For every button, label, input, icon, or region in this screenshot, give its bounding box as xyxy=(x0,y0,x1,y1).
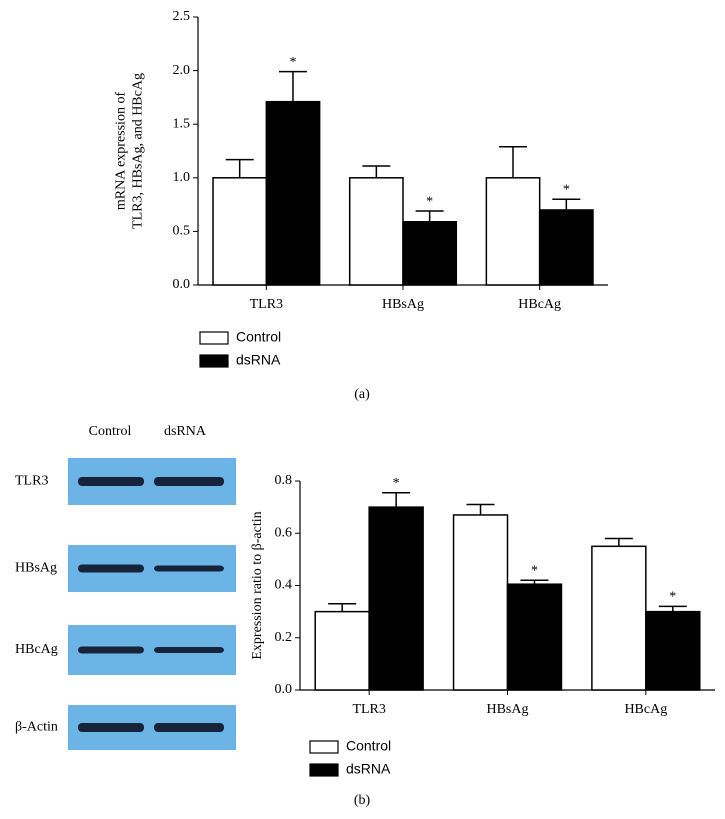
bar xyxy=(348,177,404,286)
significance-mark: * xyxy=(563,182,570,197)
blot-band xyxy=(78,723,144,732)
x-tick-label: TLR3 xyxy=(250,297,283,312)
blot-column-label: Control xyxy=(89,424,132,439)
y-tick-label: 2.5 xyxy=(173,9,191,24)
bar xyxy=(314,610,370,691)
legend-swatch xyxy=(309,740,339,754)
significance-mark: * xyxy=(426,194,433,209)
x-tick-label: HBsAg xyxy=(486,702,528,717)
y-tick-label: 1.5 xyxy=(173,116,191,131)
bar xyxy=(212,177,268,286)
x-tick-label: HBcAg xyxy=(518,297,561,312)
blot-band xyxy=(78,564,144,573)
blot-band xyxy=(78,477,144,486)
y-tick-label: 0.4 xyxy=(275,578,293,593)
significance-mark: * xyxy=(531,563,538,578)
legend-label: dsRNA xyxy=(346,761,391,777)
bar xyxy=(265,100,321,286)
legend-label: Control xyxy=(346,738,391,754)
y-tick-label: 2.0 xyxy=(173,63,191,78)
blot-row-label: HBcAg xyxy=(15,642,58,657)
legend-label: dsRNA xyxy=(236,352,281,368)
legend-label: Control xyxy=(236,329,281,345)
legend-swatch xyxy=(199,354,229,368)
y-axis-label: TLR3, HBsAg, and HBcAg xyxy=(131,73,146,229)
bar xyxy=(538,209,594,286)
bar xyxy=(452,514,509,691)
bar xyxy=(645,610,701,691)
bar xyxy=(368,506,424,691)
y-tick-label: 1.0 xyxy=(173,170,191,185)
blot-row-label: HBsAg xyxy=(15,561,57,576)
bar xyxy=(591,545,647,691)
y-tick-label: 0.6 xyxy=(275,525,293,540)
y-axis-label: Expression ratio to β-actin xyxy=(250,511,265,659)
significance-mark: * xyxy=(669,590,676,605)
y-tick-label: 0.0 xyxy=(173,277,191,292)
bar xyxy=(506,583,563,691)
blot-band xyxy=(154,565,224,572)
x-tick-label: TLR3 xyxy=(352,702,385,717)
x-tick-label: HBcAg xyxy=(624,702,667,717)
blot-band xyxy=(78,646,144,654)
x-tick-label: HBsAg xyxy=(382,297,424,312)
y-tick-label: 0.2 xyxy=(275,630,293,645)
blot-band xyxy=(154,723,224,732)
western-blot: Control dsRNA TLR3 HBsAg HBcAg β-Actin xyxy=(15,424,236,750)
significance-mark: * xyxy=(289,55,296,70)
legend-swatch xyxy=(199,331,229,345)
y-axis-label: mRNA expression of xyxy=(114,92,129,211)
blot-row-label: TLR3 xyxy=(15,474,48,489)
panel-label: (b) xyxy=(354,793,371,808)
blot-column-label: dsRNA xyxy=(164,424,207,439)
y-tick-label: 0.8 xyxy=(275,473,293,488)
bar xyxy=(402,221,458,286)
y-tick-label: 0.5 xyxy=(173,224,191,239)
blot-band xyxy=(154,477,224,486)
blot-row-label: β-Actin xyxy=(15,720,58,735)
bar xyxy=(485,177,541,286)
blot-band xyxy=(154,647,224,653)
legend-swatch xyxy=(309,763,339,777)
panel-label: (a) xyxy=(354,387,370,402)
y-tick-label: 0.0 xyxy=(275,682,293,697)
significance-mark: * xyxy=(393,476,400,491)
